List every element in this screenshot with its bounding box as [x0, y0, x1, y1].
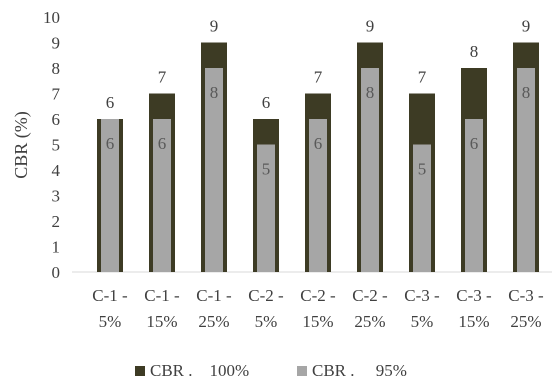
bar-cbr-95: [413, 144, 431, 272]
y-tick-label: 3: [52, 187, 61, 206]
legend-label: CBR . 100%: [150, 361, 249, 380]
x-tick-label: 15%: [458, 312, 489, 331]
x-tick-label: C-1 -: [92, 286, 128, 305]
bar-cbr-95: [465, 119, 483, 272]
y-tick-label: 5: [52, 136, 61, 155]
x-tick-label: C-2 -: [352, 286, 388, 305]
bar-cbr-95: [205, 68, 223, 272]
legend-swatch: [297, 366, 307, 376]
y-axis-title: CBR (%): [11, 111, 32, 179]
x-tick-label: 15%: [146, 312, 177, 331]
bar-cbr-95: [517, 68, 535, 272]
data-label-cbr-95: 5: [418, 160, 427, 179]
data-label-cbr-100: 8: [470, 42, 479, 61]
y-tick-label: 7: [52, 85, 61, 104]
data-label-cbr-95: 6: [470, 134, 479, 153]
x-tick-label: C-3 -: [404, 286, 440, 305]
data-label-cbr-100: 7: [158, 68, 167, 87]
y-tick-label: 0: [52, 263, 61, 282]
y-tick-label: 9: [52, 34, 61, 53]
y-tick-label: 6: [52, 110, 61, 129]
y-tick-label: 1: [52, 238, 61, 257]
bars: [97, 42, 539, 272]
y-tick-label: 8: [52, 59, 61, 78]
x-tick-label: 5%: [99, 312, 122, 331]
x-tick-label: 25%: [198, 312, 229, 331]
y-tick-label: 2: [52, 212, 61, 231]
bar-cbr-95: [309, 119, 327, 272]
bar-cbr-95: [101, 119, 119, 272]
x-tick-label: C-1 -: [144, 286, 180, 305]
data-label-cbr-100: 6: [262, 93, 271, 112]
data-label-cbr-95: 6: [106, 134, 115, 153]
data-labels: 6 6 7 6 9 8 6 5 7 6 9 8 7 5 8 6 9 8: [106, 17, 531, 179]
bar-cbr-95: [153, 119, 171, 272]
data-label-cbr-95: 6: [158, 134, 167, 153]
data-label-cbr-100: 6: [106, 93, 115, 112]
legend-label: CBR . 95%: [312, 361, 407, 380]
data-label-cbr-100: 9: [210, 17, 219, 36]
legend: CBR . 100% CBR . 95%: [135, 361, 407, 380]
bar-cbr-95: [361, 68, 379, 272]
x-tick-label: 5%: [411, 312, 434, 331]
x-tick-label: 15%: [302, 312, 333, 331]
y-tick-label: 10: [43, 8, 60, 27]
data-label-cbr-95: 8: [522, 83, 531, 102]
x-tick-label: C-2 -: [248, 286, 284, 305]
x-axis: C-1 - 5% C-1 - 15% C-1 - 25% C-2 - 5% C-2 - 15% C-…: [92, 286, 544, 331]
data-label-cbr-95: 5: [262, 160, 271, 179]
y-tick-label: 4: [52, 161, 61, 180]
data-label-cbr-100: 9: [366, 17, 375, 36]
data-label-cbr-100: 7: [314, 68, 323, 87]
x-tick-label: C-1 -: [196, 286, 232, 305]
data-label-cbr-100: 7: [418, 68, 427, 87]
x-tick-label: 25%: [510, 312, 541, 331]
x-tick-label: 25%: [354, 312, 385, 331]
bar-cbr-95: [257, 144, 275, 272]
x-tick-label: 5%: [255, 312, 278, 331]
legend-swatch: [135, 366, 145, 376]
x-tick-label: C-2 -: [300, 286, 336, 305]
x-tick-label: C-3 -: [508, 286, 544, 305]
data-label-cbr-95: 6: [314, 134, 323, 153]
data-label-cbr-95: 8: [366, 83, 375, 102]
x-tick-label: C-3 -: [456, 286, 492, 305]
data-label-cbr-95: 8: [210, 83, 219, 102]
data-label-cbr-100: 9: [522, 17, 531, 36]
